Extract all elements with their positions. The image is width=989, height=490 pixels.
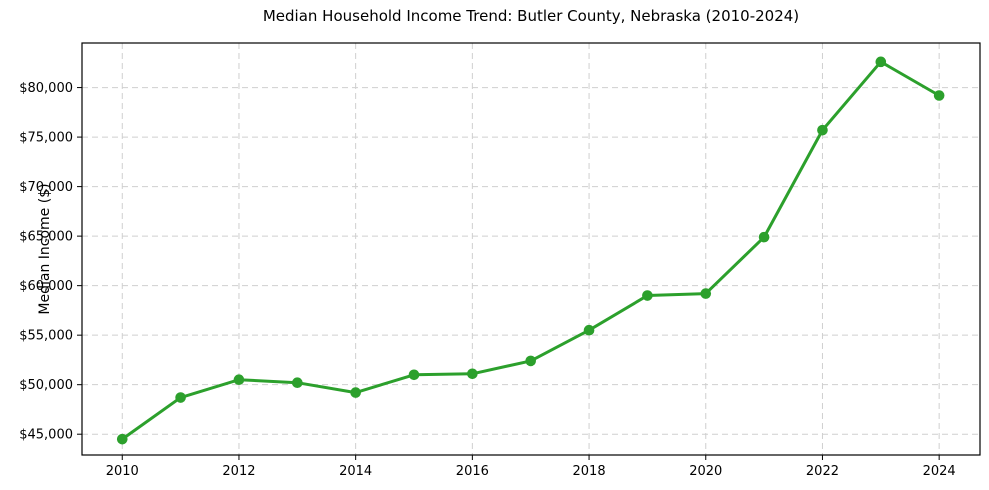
- data-point-2021: [758, 231, 770, 243]
- data-point-2022: [817, 124, 828, 136]
- y-tick-label: $75,000: [19, 131, 73, 146]
- y-tick-label: $45,000: [19, 428, 73, 443]
- y-tick-label: $65,000: [19, 230, 73, 245]
- x-tick-label: 2020: [689, 464, 722, 479]
- y-tick-label: $70,000: [19, 180, 73, 195]
- y-tick-label: $50,000: [19, 378, 73, 393]
- y-tick-label: $55,000: [19, 329, 73, 344]
- x-tick-label: 2022: [806, 464, 839, 479]
- x-tick-label: 2010: [106, 464, 139, 479]
- axes-frame: [81, 42, 981, 456]
- data-point-2019: [642, 290, 653, 301]
- trend-line: [120, 60, 941, 441]
- data-point-2017: [525, 355, 537, 367]
- data-point-2012: [233, 374, 245, 386]
- data-point-2024: [933, 90, 945, 101]
- data-point-2011: [175, 392, 186, 403]
- x-tick-label: 2018: [573, 464, 606, 479]
- data-point-2020: [700, 288, 712, 299]
- x-tick-label: 2024: [923, 464, 956, 479]
- y-tick-label: $80,000: [19, 81, 73, 96]
- data-point-2014: [350, 387, 361, 398]
- data-point-2018: [583, 324, 595, 336]
- data-point-2015: [408, 369, 420, 381]
- chart-title: Median Household Income Trend: Butler Co…: [262, 7, 800, 25]
- y-tick-label: $60,000: [19, 279, 73, 294]
- x-tick-label: 2012: [222, 464, 255, 479]
- data-point-2013: [292, 377, 303, 389]
- x-tick-label: 2014: [339, 464, 372, 479]
- data-point-2010: [116, 433, 128, 445]
- data-point-2023: [875, 56, 887, 68]
- x-tick-label: 2016: [456, 464, 489, 479]
- data-point-2016: [467, 368, 478, 380]
